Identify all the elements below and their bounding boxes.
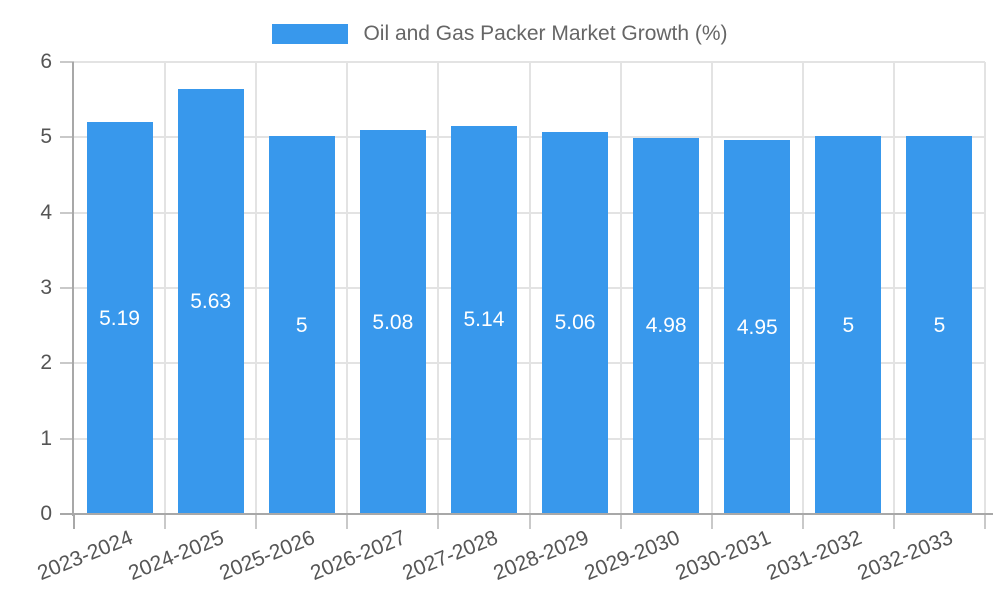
x-tick-label: 2029-2030 <box>581 526 683 585</box>
x-tick-label: 2027-2028 <box>398 526 501 585</box>
bar-value-label: 5.14 <box>463 308 505 332</box>
x-tick-label: 2024-2025 <box>125 526 228 585</box>
x-axis-tick <box>892 514 895 529</box>
x-axis-tick <box>255 514 258 529</box>
bar[interactable] <box>268 136 335 513</box>
y-axis-tick <box>60 362 74 365</box>
x-axis-tick <box>984 514 986 529</box>
y-axis-tick <box>60 61 74 63</box>
bar[interactable] <box>86 122 153 513</box>
legend-label[interactable]: Oil and Gas Packer Market Growth (%) <box>363 22 728 45</box>
bar-value-label: 5 <box>933 313 946 337</box>
gridline-vertical <box>984 62 986 514</box>
y-axis-tick <box>60 211 74 214</box>
bar[interactable] <box>815 136 882 513</box>
bar-value-label: 5 <box>842 313 855 337</box>
bar-value-label: 4.98 <box>645 314 687 338</box>
y-tick-label: 6 <box>40 50 52 73</box>
y-tick-label: 0 <box>40 502 52 525</box>
bar[interactable] <box>450 125 517 513</box>
gridline-vertical <box>892 62 895 514</box>
x-tick-label: 2025-2026 <box>216 526 319 585</box>
x-axis-tick <box>528 514 531 529</box>
gridline-vertical <box>619 62 622 514</box>
gridline-vertical <box>437 62 440 514</box>
x-tick-label: 2031-2032 <box>763 526 865 585</box>
x-axis-tick <box>619 514 622 529</box>
y-tick-label: 4 <box>40 200 52 224</box>
bar[interactable] <box>542 131 609 513</box>
y-axis-line <box>72 62 74 516</box>
x-axis-line <box>72 513 993 515</box>
x-axis-tick <box>164 514 167 529</box>
y-axis-tick <box>60 287 74 289</box>
bar-value-label: 5 <box>295 313 308 337</box>
bar-value-label: 5.06 <box>554 311 596 335</box>
chart-legend[interactable]: Oil and Gas Packer Market Growth (%) <box>0 22 1000 46</box>
x-axis-tick <box>437 514 440 529</box>
y-tick-label: 3 <box>40 276 52 299</box>
x-tick-label: 2030-2031 <box>672 526 774 585</box>
x-axis-tick <box>801 514 804 529</box>
y-tick-label: 5 <box>40 125 52 149</box>
bar[interactable] <box>177 88 244 513</box>
y-tick-label: 2 <box>40 351 52 375</box>
x-tick-label: 2028-2029 <box>489 526 592 585</box>
x-axis-tick <box>346 514 349 529</box>
bar[interactable] <box>724 140 791 513</box>
y-axis-tick <box>60 513 74 515</box>
x-tick-label: 2026-2027 <box>307 526 410 585</box>
x-axis-tick <box>73 514 75 529</box>
legend-swatch[interactable] <box>272 24 349 44</box>
y-tick-label: 1 <box>40 426 52 450</box>
x-tick-label: 2032-2033 <box>854 526 957 585</box>
x-axis-tick <box>710 514 713 529</box>
gridline-vertical <box>710 62 713 514</box>
bar[interactable] <box>633 137 700 513</box>
gridline-vertical <box>255 62 258 514</box>
y-axis-tick <box>60 136 74 139</box>
bar-value-label: 5.63 <box>190 289 232 313</box>
bar-value-label: 5.08 <box>372 310 414 334</box>
bar[interactable] <box>359 130 426 513</box>
bar-value-label: 4.95 <box>736 315 778 339</box>
bar[interactable] <box>906 136 973 513</box>
y-axis-tick <box>60 437 74 440</box>
gridline-vertical <box>346 62 349 514</box>
bar-value-label: 5.19 <box>99 306 140 330</box>
gridline-vertical <box>164 62 167 514</box>
gridline-vertical <box>801 62 804 514</box>
gridline-vertical <box>528 62 531 514</box>
x-tick-label: 2023-2024 <box>34 526 137 585</box>
